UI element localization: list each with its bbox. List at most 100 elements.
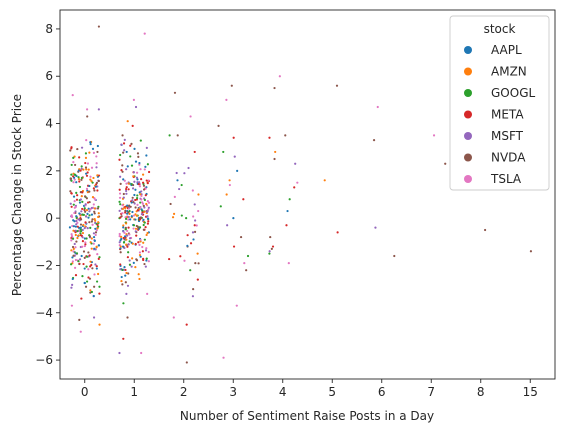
data-point: [80, 167, 83, 170]
data-point: [146, 163, 149, 166]
data-point: [70, 249, 73, 252]
data-point: [78, 318, 81, 321]
data-point: [86, 171, 89, 174]
data-point: [143, 262, 146, 266]
data-point: [93, 285, 96, 288]
data-point: [141, 250, 144, 253]
data-point: [97, 212, 100, 215]
data-point: [145, 259, 148, 262]
data-point: [125, 271, 128, 275]
data-point: [92, 316, 96, 319]
data-point: [136, 181, 139, 184]
data-point: [145, 154, 148, 157]
y-tick-label: −4: [35, 306, 53, 320]
data-point: [180, 183, 183, 187]
data-point: [123, 266, 126, 269]
data-point: [232, 217, 235, 220]
data-point: [131, 124, 134, 127]
data-point: [98, 323, 101, 326]
x-tick-label: 0: [81, 385, 89, 399]
legend-label: AMZN: [491, 65, 527, 79]
data-point: [80, 146, 84, 149]
data-point: [80, 176, 83, 180]
data-point: [80, 165, 83, 168]
data-point: [127, 218, 130, 221]
data-point: [136, 209, 140, 212]
data-point: [138, 243, 141, 246]
data-point: [70, 179, 73, 182]
legend-label: AAPL: [491, 43, 522, 57]
data-point: [83, 226, 86, 230]
data-point: [141, 245, 144, 249]
data-point: [97, 205, 100, 208]
data-point: [142, 228, 145, 231]
data-point: [127, 226, 130, 229]
data-point: [146, 231, 149, 235]
data-point: [81, 236, 84, 239]
data-point: [139, 206, 142, 209]
data-point: [141, 211, 144, 214]
data-point: [484, 228, 487, 232]
legend: stock AAPL AMZN GOOGL META MSFT NVDA TSLA: [449, 15, 550, 191]
data-point: [142, 218, 145, 221]
data-point: [71, 94, 74, 97]
data-point: [128, 259, 131, 262]
data-point: [97, 179, 100, 183]
data-point: [134, 230, 137, 233]
x-axis: 0 1 2 3 4 5 6 7 8 15: [81, 379, 538, 399]
data-point: [140, 208, 143, 211]
data-point: [236, 169, 239, 172]
data-point: [269, 235, 272, 239]
data-point: [142, 181, 145, 184]
data-point: [124, 211, 127, 214]
legend-marker: [464, 110, 472, 119]
data-point: [191, 189, 194, 192]
data-point: [85, 197, 88, 200]
data-point: [119, 175, 122, 178]
data-point: [79, 169, 82, 172]
data-point: [222, 150, 225, 154]
data-point: [147, 260, 150, 263]
data-point: [132, 227, 135, 230]
data-point: [71, 215, 74, 219]
data-point: [225, 193, 228, 196]
data-point: [73, 200, 76, 203]
data-point: [89, 289, 92, 292]
data-point: [96, 253, 99, 256]
data-point: [84, 161, 87, 165]
data-point: [79, 214, 82, 217]
data-point: [90, 220, 93, 223]
data-point: [121, 212, 124, 215]
data-point: [97, 272, 100, 276]
data-point: [268, 250, 271, 253]
data-point: [94, 219, 97, 222]
data-point: [193, 150, 196, 154]
y-tick-label: 2: [45, 164, 53, 178]
data-point: [187, 166, 190, 170]
data-point: [122, 192, 125, 196]
data-point: [70, 163, 73, 167]
data-point: [87, 207, 90, 210]
data-point: [74, 205, 77, 209]
data-point: [77, 176, 80, 179]
data-point: [125, 150, 128, 154]
data-point: [97, 257, 100, 260]
data-point: [82, 168, 85, 171]
data-point: [79, 226, 82, 229]
data-point: [85, 139, 88, 142]
data-point: [95, 229, 98, 232]
data-point: [98, 292, 101, 295]
data-point: [179, 255, 182, 258]
data-point: [145, 146, 148, 149]
data-point: [81, 245, 84, 248]
data-point: [273, 86, 276, 90]
data-point: [80, 254, 83, 258]
data-point: [146, 217, 150, 220]
data-point: [133, 193, 136, 197]
data-point: [135, 176, 139, 179]
data-point: [69, 202, 72, 205]
data-point: [79, 223, 83, 226]
data-point: [81, 240, 85, 243]
data-point: [128, 212, 131, 215]
data-point: [127, 188, 130, 191]
